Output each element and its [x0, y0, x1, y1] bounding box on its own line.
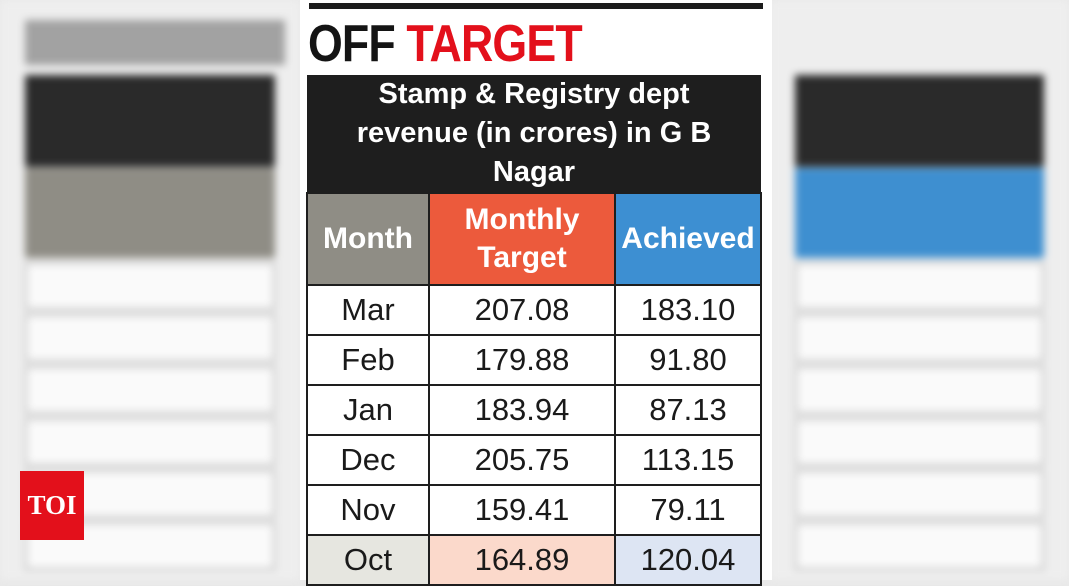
infographic-panel: OFF TARGET Stamp & Registry dept revenue…: [300, 0, 772, 586]
cell-achieved: 79.11: [614, 484, 762, 536]
cell-achieved: 91.80: [614, 334, 762, 386]
table-caption: Stamp & Registry dept revenue (in crores…: [356, 78, 712, 188]
cell-target: 179.88: [428, 334, 616, 386]
table-row: Dec 205.75 113.15: [306, 434, 762, 486]
cell-target: 183.94: [428, 384, 616, 436]
toi-logo: TOI: [20, 471, 84, 540]
table-row: Jan 183.94 87.13: [306, 384, 762, 436]
headline-part-1: OFF: [308, 15, 396, 73]
cell-month: Jan: [306, 384, 430, 436]
cell-target: 205.75: [428, 434, 616, 486]
cell-achieved: 183.10: [614, 284, 762, 336]
cell-achieved: 87.13: [614, 384, 762, 436]
column-header-target: Monthly Target: [428, 192, 616, 286]
cell-month: Dec: [306, 434, 430, 486]
blurred-background-left: [0, 0, 300, 580]
blurred-background-right: [770, 0, 1069, 580]
cell-target: 164.89: [428, 534, 616, 586]
table-row: Nov 159.41 79.11: [306, 484, 762, 536]
table-row: Oct 164.89 120.04: [306, 534, 762, 586]
top-rule: [309, 3, 763, 9]
cell-target: 159.41: [428, 484, 616, 536]
revenue-table: Stamp & Registry dept revenue (in crores…: [306, 75, 762, 586]
table-row: Feb 179.88 91.80: [306, 334, 762, 386]
column-header-achieved: Achieved: [614, 192, 762, 286]
headline: OFF TARGET: [308, 14, 583, 74]
cell-achieved: 120.04: [614, 534, 762, 586]
headline-part-2: TARGET: [406, 15, 582, 73]
cell-month: Mar: [306, 284, 430, 336]
cell-month: Oct: [306, 534, 430, 586]
cell-month: Nov: [306, 484, 430, 536]
cell-target: 207.08: [428, 284, 616, 336]
column-header-month: Month: [306, 192, 430, 286]
table-row: Mar 207.08 183.10: [306, 284, 762, 336]
cell-achieved: 113.15: [614, 434, 762, 486]
cell-month: Feb: [306, 334, 430, 386]
